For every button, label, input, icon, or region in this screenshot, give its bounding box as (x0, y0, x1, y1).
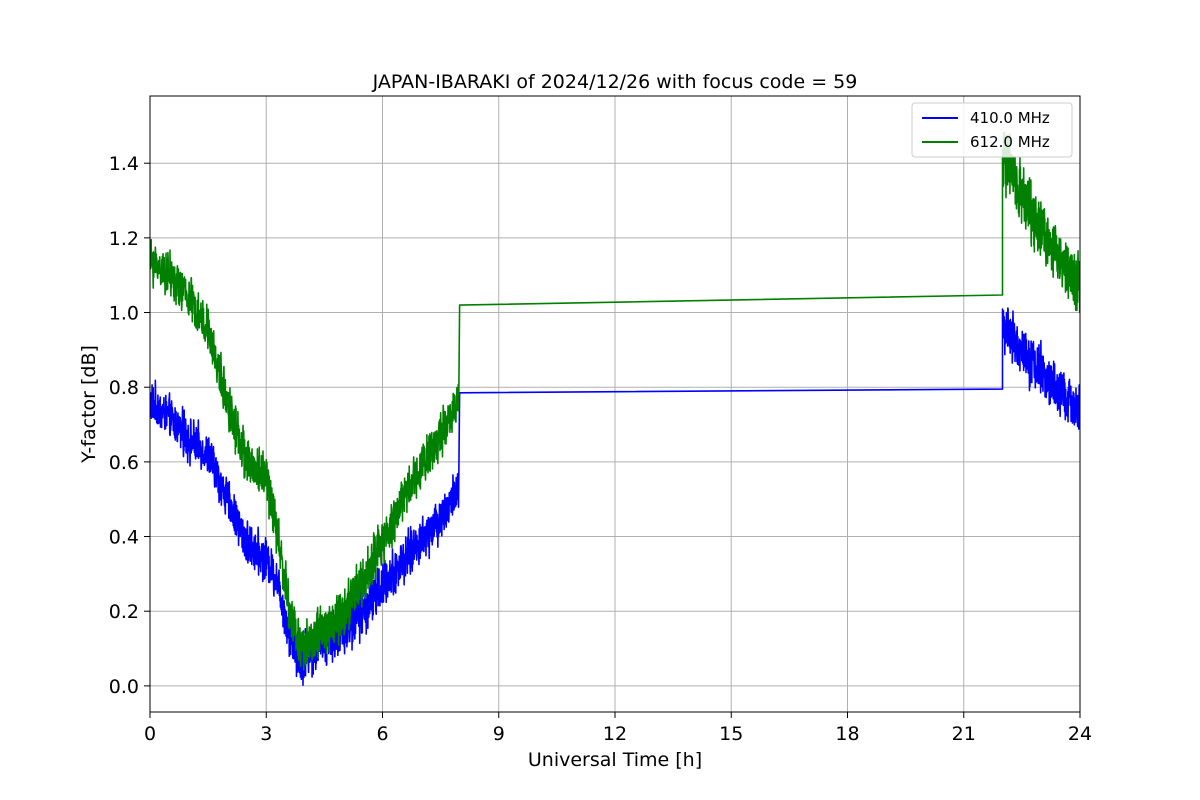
x-tick-label: 3 (260, 723, 272, 745)
chart-title: JAPAN-IBARAKI of 2024/12/26 with focus c… (372, 71, 858, 93)
legend-label-410: 410.0 MHz (970, 109, 1050, 127)
x-tick-label: 12 (603, 723, 627, 745)
y-tick-label: 0.2 (109, 601, 139, 623)
legend: 410.0 MHz 612.0 MHz (911, 102, 1073, 158)
x-tick-label: 15 (719, 723, 743, 745)
y-tick-label: 0.6 (109, 452, 139, 474)
x-tick-label: 6 (376, 723, 388, 745)
y-tick-label: 1.4 (109, 153, 139, 175)
series-line-612 (150, 131, 1080, 671)
y-axis-title: Y-factor [dB] (78, 345, 100, 464)
y-tick-label: 0.0 (109, 676, 139, 698)
x-tick-label: 0 (144, 723, 156, 745)
y-tick-label: 0.8 (109, 377, 139, 399)
y-tick-label: 0.4 (109, 527, 139, 549)
legend-box (911, 102, 1073, 158)
y-tick-label: 1.2 (109, 228, 139, 250)
x-tick-label: 18 (835, 723, 859, 745)
y-tick-label: 1.0 (109, 303, 139, 325)
grid (149, 96, 1081, 712)
x-tick-label: 21 (952, 723, 976, 745)
x-tick-label: 24 (1068, 723, 1092, 745)
legend-label-612: 612.0 MHz (970, 133, 1050, 151)
x-axis-title: Universal Time [h] (528, 749, 702, 771)
x-tick-label: 9 (493, 723, 505, 745)
ticks: 0 3 6 9 12 15 18 21 24 0.0 0.2 0.4 0.6 0.8 1.0 1.2 1.4 (109, 153, 1092, 745)
series-group (150, 131, 1080, 686)
